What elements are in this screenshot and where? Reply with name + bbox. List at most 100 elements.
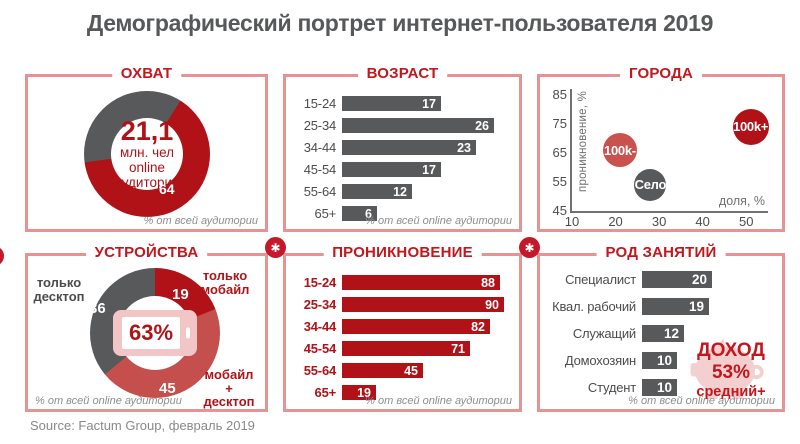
occupation-row: Домохозяин 10 — [546, 352, 776, 369]
penetration-row: 55-64 45 — [292, 363, 513, 378]
penetration-value: 71 — [451, 341, 465, 356]
occupation-value: 10 — [656, 380, 672, 395]
coverage-footnote: % от всей аудитории — [143, 215, 258, 227]
penetration-label: 45-54 — [303, 341, 336, 356]
panel-cities-title: ГОРОДА — [620, 65, 702, 82]
coverage-center-line2: online — [128, 159, 166, 175]
age-bar: 26 — [342, 118, 494, 133]
devices-desktop-label: только десктоп — [33, 275, 85, 304]
age-bar: 23 — [342, 140, 476, 155]
age-row: 25-34 26 — [292, 118, 513, 133]
age-bar: 17 — [342, 96, 441, 111]
cities-y-tick: 55 — [552, 173, 567, 189]
coverage-donut-chart: 21,1 млн. чел online аудитории 64 — [84, 91, 210, 217]
occupation-value: 20 — [691, 272, 707, 287]
coverage-center-line1: млн. чел — [119, 144, 175, 160]
asterisk-badge-icon: ✱ — [265, 237, 286, 258]
asterisk-badge-partial-icon — [0, 246, 4, 266]
cities-y-tick: 75 — [552, 115, 567, 131]
penetration-row: 45-54 71 — [292, 341, 513, 356]
cities-x-tick: 50 — [738, 214, 754, 229]
occupation-bar: 10 — [642, 379, 677, 396]
coverage-center-value: 21,1 — [120, 115, 174, 146]
occupation-label: Студент — [587, 380, 636, 395]
age-label: 45-54 — [303, 162, 336, 177]
penetration-row: 65+ 19 — [292, 385, 513, 400]
city-bubble: 100k- — [602, 133, 637, 167]
penetration-row: 25-34 90 — [292, 297, 513, 312]
cities-y-tick: 45 — [552, 203, 567, 218]
age-value: 12 — [393, 184, 407, 199]
age-row: 15-24 17 — [292, 96, 513, 111]
penetration-value: 19 — [357, 385, 371, 400]
panel-penetration: ПРОНИКНОВЕНИЕ 15-24 88 25-34 90 34-44 82… — [283, 244, 522, 412]
devices-footnote: % от всей online аудитории — [35, 395, 182, 407]
devices-desktop-value: 36 — [89, 300, 106, 317]
occupation-bar-chart: Специалист 20 Квал. рабочий 19 Служащий … — [546, 271, 776, 406]
age-row: 34-44 23 — [292, 140, 513, 155]
age-value: 26 — [475, 118, 489, 133]
coverage-donut-center: 21,1 млн. чел online аудитории — [111, 115, 183, 191]
panel-penetration-title: ПРОНИКНОВЕНИЕ — [323, 244, 482, 261]
age-label: 34-44 — [303, 140, 336, 155]
occupation-footnote: % от всей online аудитории — [628, 395, 775, 407]
penetration-label: 55-64 — [303, 363, 336, 378]
age-bar: 12 — [342, 184, 412, 199]
coverage-center-line3: аудитории — [114, 175, 180, 191]
cities-y-axis-label: проникновение, % — [577, 91, 589, 192]
panels-grid: ОХВАТ 21,1 млн. чел online аудитории 64 … — [25, 65, 785, 412]
penetration-label: 25-34 — [303, 297, 336, 312]
coverage-slice-value: 64 — [159, 181, 175, 197]
panel-cities: ГОРОДА проникновение, % доля, % 85 75 65 55… — [537, 65, 785, 232]
penetration-value: 82 — [471, 319, 485, 334]
cities-x-tick: 10 — [564, 214, 580, 229]
piggy-bank-icon — [690, 339, 764, 399]
cities-y-tick: 65 — [552, 144, 567, 160]
penetration-value: 45 — [404, 363, 418, 378]
cities-x-tick: 20 — [608, 214, 623, 229]
occupation-row: Студент 10 — [546, 379, 776, 396]
penetration-footnote: % от всей online аудитории — [365, 395, 512, 407]
occupation-value: 10 — [656, 353, 672, 368]
occupation-value: 19 — [688, 299, 704, 314]
panel-coverage-title: ОХВАТ — [111, 65, 182, 82]
age-value: 23 — [457, 140, 471, 155]
age-bar-chart: 15-24 17 25-34 26 34-44 23 45-54 17 55-6… — [292, 96, 513, 228]
panel-age-title: ВОЗРАСТ — [357, 65, 448, 82]
penetration-bar: 88 — [342, 275, 500, 290]
city-bubble: Село — [634, 168, 666, 201]
occupation-bar: 19 — [642, 298, 709, 315]
penetration-value: 88 — [481, 275, 495, 290]
panel-occupation-title: РОД ЗАНЯТИЙ — [596, 244, 726, 261]
devices-mobile-value: 19 — [172, 286, 189, 303]
page-title: Демографический портрет интернет-пользов… — [86, 10, 714, 36]
penetration-row: 15-24 88 — [292, 275, 513, 290]
age-bar: 17 — [342, 162, 441, 177]
age-label: 55-64 — [303, 184, 336, 199]
phone-home-button — [186, 327, 190, 339]
devices-mobile-label: только мобайл — [200, 268, 250, 297]
penetration-label: 65+ — [314, 385, 337, 400]
city-bubble: 100k+ — [732, 108, 769, 145]
income-annotation: ДОХОД 53% средний+ — [696, 340, 766, 400]
occupation-row: Служащий 12 — [546, 325, 776, 342]
age-row: 45-54 17 — [292, 162, 513, 177]
source-credit: Source: Factum Group, февраль 2019 — [30, 418, 255, 433]
occupation-bar: 20 — [642, 271, 712, 288]
occupation-bar: 10 — [642, 352, 677, 369]
phone-screen: 63% — [122, 317, 180, 349]
penetration-bar: 19 — [342, 385, 376, 400]
age-footnote: % от всей online аудитории — [365, 215, 512, 227]
age-bar: 6 — [342, 206, 377, 221]
devices-both-value: 45 — [159, 380, 176, 397]
age-label: 15-24 — [303, 96, 336, 111]
penetration-bar: 45 — [342, 363, 423, 378]
age-row: 55-64 12 — [292, 184, 513, 199]
penetration-bar: 82 — [342, 319, 490, 334]
penetration-row: 34-44 82 — [292, 319, 513, 334]
penetration-value: 90 — [485, 297, 499, 312]
panel-age: ВОЗРАСТ 15-24 17 25-34 26 34-44 23 45-54… — [283, 65, 522, 232]
cities-x-tick: 40 — [695, 214, 710, 229]
cities-scatter-plot: проникновение, % доля, % 85 75 65 55 45 10 20 3… — [553, 87, 769, 229]
devices-both-label: мобайл + десктоп — [203, 367, 255, 410]
